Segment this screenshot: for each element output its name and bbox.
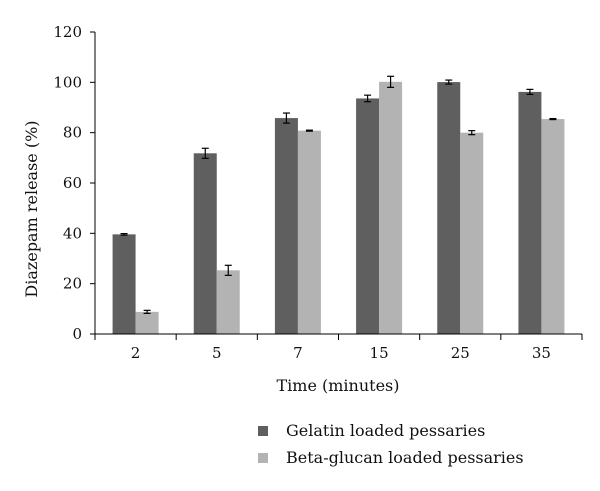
bar-beta-glucan-7 — [297, 130, 321, 334]
legend: Gelatin loaded pessaries Beta-glucan loa… — [258, 421, 524, 467]
bar-gelatin-35 — [518, 91, 542, 334]
x-tick-label: 7 — [293, 344, 303, 362]
y-axis-ticks: 0 20 40 60 80 100 120 — [53, 23, 95, 343]
x-axis-ticks: 2 5 7 15 25 35 — [94, 334, 583, 362]
y-tick-label: 120 — [53, 23, 82, 41]
error-bar-gelatin-35 — [526, 88, 534, 96]
x-tick-label: 25 — [451, 344, 470, 362]
error-bar-gelatin-25 — [445, 79, 453, 85]
bar-beta-glucan-5 — [216, 270, 240, 334]
bar-beta-glucan-15 — [379, 81, 403, 334]
legend-swatch-beta-glucan — [258, 453, 268, 463]
x-tick-label: 35 — [532, 344, 551, 362]
y-axis-label: Diazepam release (%) — [22, 120, 41, 297]
y-tick-label: 80 — [63, 124, 82, 142]
error-bars — [120, 75, 557, 314]
x-tick-label: 5 — [212, 344, 222, 362]
error-bar-beta-glucan-5 — [224, 264, 232, 276]
bar-gelatin-5 — [193, 153, 217, 334]
error-bar-beta-glucan-7 — [305, 129, 313, 132]
error-bar-beta-glucan-25 — [468, 130, 476, 136]
error-bar-beta-glucan-2 — [143, 309, 151, 314]
y-tick-label: 40 — [63, 224, 82, 242]
bar-beta-glucan-35 — [541, 119, 565, 335]
legend-label-beta-glucan: Beta-glucan loaded pessaries — [286, 448, 524, 467]
bar-gelatin-25 — [437, 82, 461, 334]
error-bar-beta-glucan-35 — [549, 117, 557, 121]
y-tick-label: 100 — [53, 73, 82, 91]
error-bar-gelatin-15 — [364, 94, 372, 103]
bar-gelatin-2 — [112, 234, 136, 334]
legend-label-gelatin: Gelatin loaded pessaries — [286, 421, 485, 440]
error-bar-gelatin-5 — [201, 147, 209, 159]
bar-gelatin-7 — [274, 118, 298, 334]
x-tick-label: 15 — [370, 344, 389, 362]
y-tick-label: 60 — [63, 174, 82, 192]
error-bar-gelatin-2 — [120, 232, 128, 236]
y-tick-label: 0 — [72, 325, 82, 343]
legend-swatch-gelatin — [258, 426, 268, 436]
y-tick-label: 20 — [63, 275, 82, 293]
error-bar-gelatin-7 — [282, 112, 290, 124]
bar-beta-glucan-2 — [135, 311, 159, 334]
bar-gelatin-15 — [356, 98, 380, 334]
error-bar-beta-glucan-15 — [387, 75, 395, 88]
bar-beta-glucan-25 — [460, 132, 484, 334]
bars — [112, 81, 565, 335]
axes — [94, 32, 582, 335]
x-tick-label: 2 — [131, 344, 141, 362]
x-axis-label: Time (minutes) — [276, 376, 399, 395]
